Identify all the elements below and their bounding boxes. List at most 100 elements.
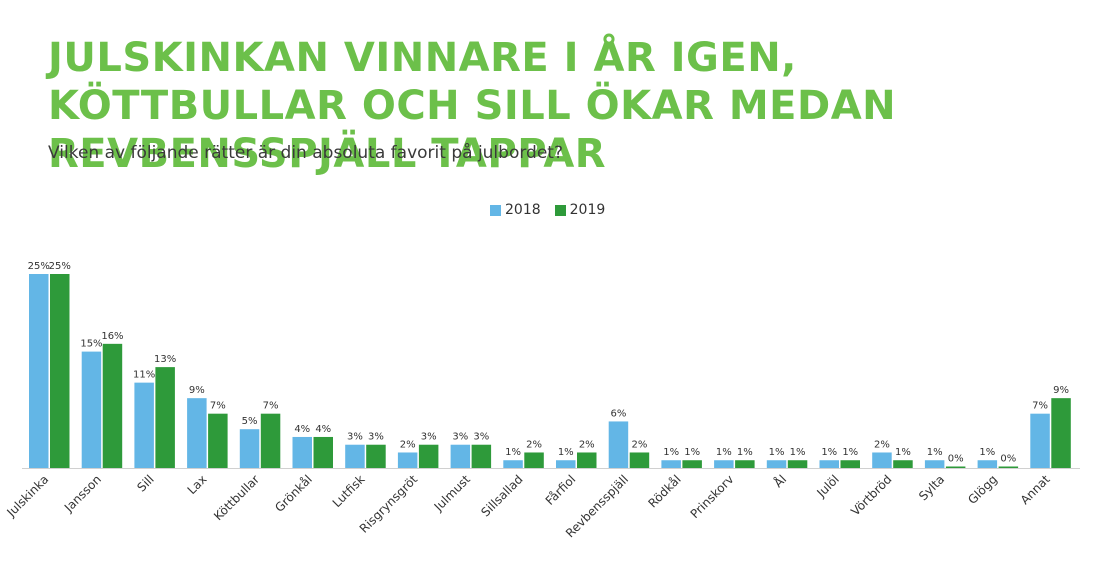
data-label-2018-10: 1% xyxy=(558,447,574,458)
bar-2018-1 xyxy=(81,351,102,468)
category-label-14: Ål xyxy=(770,472,789,491)
data-label-2018-7: 2% xyxy=(400,439,416,450)
data-label-2019-7: 3% xyxy=(421,432,437,443)
bar-2019-13 xyxy=(735,460,755,468)
bar-2019-16 xyxy=(893,460,913,468)
bar-2018-4 xyxy=(239,429,260,468)
bar-2018-7 xyxy=(397,452,418,468)
bar-2018-10 xyxy=(556,460,576,468)
data-label-2019-12: 1% xyxy=(684,447,700,458)
data-label-2019-10: 2% xyxy=(579,439,595,450)
legend-label-2019: 2019 xyxy=(569,202,606,218)
bar-2019-0 xyxy=(50,274,70,468)
category-label-16: Vörtbröd xyxy=(848,472,894,518)
data-label-2018-17: 1% xyxy=(927,447,943,458)
data-label-2018-11: 6% xyxy=(611,408,627,419)
category-label-4: Köttbullar xyxy=(211,472,262,523)
data-label-2019-2: 13% xyxy=(154,354,176,365)
category-label-6: Lutfisk xyxy=(330,472,368,510)
data-label-2018-4: 5% xyxy=(242,416,258,427)
data-label-2018-5: 4% xyxy=(294,424,310,435)
data-label-2019-17: 0% xyxy=(948,454,964,465)
data-label-2018-2: 11% xyxy=(133,370,155,381)
bar-2018-0 xyxy=(29,274,49,468)
bar-2018-2 xyxy=(134,382,154,468)
bar-2018-14 xyxy=(766,460,787,468)
data-label-2019-8: 3% xyxy=(473,432,489,443)
category-label-12: Rödkål xyxy=(645,472,683,510)
bar-2018-9 xyxy=(503,460,523,468)
bar-2019-8 xyxy=(471,444,492,468)
bar-2018-3 xyxy=(187,398,207,468)
bar-2019-10 xyxy=(577,452,597,468)
category-label-17: Sylta xyxy=(916,472,947,503)
data-label-2019-15: 1% xyxy=(842,447,858,458)
bar-2018-5 xyxy=(292,436,312,468)
bar-2019-14 xyxy=(787,460,808,468)
data-label-2018-13: 1% xyxy=(716,447,732,458)
bar-2019-12 xyxy=(682,460,702,468)
data-label-2019-16: 1% xyxy=(895,447,911,458)
bar-2018-6 xyxy=(345,444,365,468)
data-label-2019-14: 1% xyxy=(790,447,806,458)
data-label-2018-12: 1% xyxy=(663,447,679,458)
data-label-2018-3: 9% xyxy=(189,385,205,396)
legend-swatch-2019 xyxy=(554,204,566,216)
data-label-2019-9: 2% xyxy=(526,439,542,450)
category-label-5: Grönkål xyxy=(272,472,315,515)
chart-title: JULSKINKAN VINNARE I ÅR IGEN, KÖTTBULLAR… xyxy=(48,35,897,177)
category-label-9: Sillsallad xyxy=(478,472,525,519)
bar-2018-12 xyxy=(661,460,681,468)
bar-2019-1 xyxy=(102,343,123,468)
category-label-0: Julskinka xyxy=(3,472,51,520)
bar-2019-3 xyxy=(208,413,228,468)
category-label-1: Jansson xyxy=(61,472,104,515)
data-label-2018-9: 1% xyxy=(505,447,521,458)
bar-2018-13 xyxy=(714,460,734,468)
data-label-2018-8: 3% xyxy=(452,432,468,443)
bar-2019-18 xyxy=(998,466,1019,468)
data-label-2019-1: 16% xyxy=(101,331,123,342)
data-label-2018-15: 1% xyxy=(821,447,837,458)
bar-2019-19 xyxy=(1051,398,1071,468)
bar-2019-5 xyxy=(313,436,333,468)
legend-item-2018: 2018 xyxy=(490,202,541,218)
bar-2019-2 xyxy=(155,367,175,468)
category-label-2: Sill xyxy=(134,472,156,494)
legend-item-2019: 2019 xyxy=(554,202,606,218)
category-label-8: Julmust xyxy=(431,472,473,514)
bar-2018-15 xyxy=(819,460,839,468)
category-label-3: Lax xyxy=(185,472,210,497)
bar-2018-8 xyxy=(450,444,471,468)
data-label-2019-6: 3% xyxy=(368,432,384,443)
legend-swatch-2018 xyxy=(490,204,501,216)
data-label-2018-14: 1% xyxy=(769,447,785,458)
data-label-2018-0: 25% xyxy=(28,261,50,272)
data-label-2019-5: 4% xyxy=(315,424,331,435)
legend: 2018 2019 xyxy=(490,202,605,218)
bar-2019-17 xyxy=(945,466,966,468)
bar-2019-7 xyxy=(418,444,439,468)
data-label-2019-13: 1% xyxy=(737,447,753,458)
bar-2018-11 xyxy=(608,421,629,468)
bar-2018-18 xyxy=(977,460,998,468)
data-label-2018-18: 1% xyxy=(979,447,995,458)
data-label-2019-3: 7% xyxy=(210,401,226,412)
category-label-19: Annat xyxy=(1018,472,1053,507)
bar-2019-4 xyxy=(260,413,281,468)
bar-2018-19 xyxy=(1030,413,1050,468)
chart-subtitle: Vilken av följande rätter är din absolut… xyxy=(48,143,563,163)
data-label-2019-4: 7% xyxy=(263,401,279,412)
data-label-2018-19: 7% xyxy=(1032,401,1048,412)
bar-2018-17 xyxy=(924,460,945,468)
category-label-13: Prinskorv xyxy=(688,472,737,521)
category-label-10: Fårfiol xyxy=(543,472,579,508)
data-label-2019-11: 2% xyxy=(632,439,648,450)
bar-2018-16 xyxy=(872,452,892,468)
legend-label-2018: 2018 xyxy=(505,202,541,218)
data-label-2018-6: 3% xyxy=(347,432,363,443)
category-label-15: Julöl xyxy=(813,472,841,500)
data-label-2018-1: 15% xyxy=(80,339,102,350)
data-label-2019-19: 9% xyxy=(1053,385,1069,396)
